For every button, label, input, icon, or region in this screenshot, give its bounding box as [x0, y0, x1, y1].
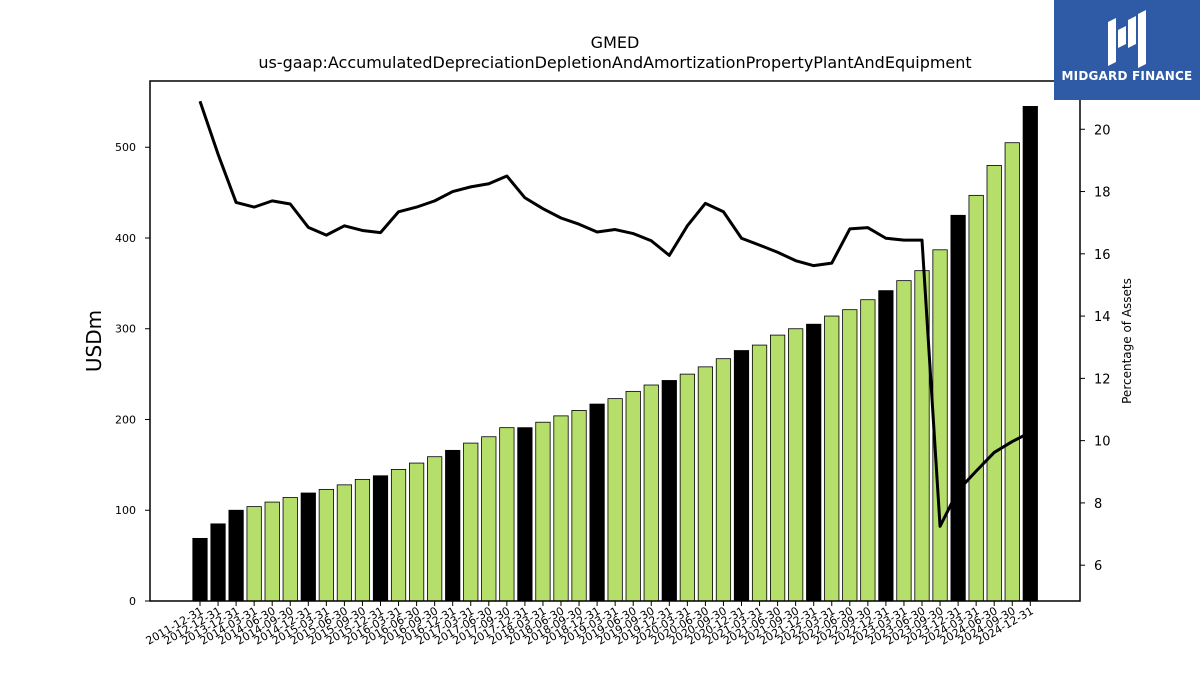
bar-2014-12-31 [300, 492, 316, 602]
y-tick-label: 500 [115, 141, 136, 154]
y2-tick-label: 18 [1094, 186, 1111, 201]
bar-2019-03-31 [607, 398, 623, 602]
y-tick-label: 0 [129, 595, 136, 608]
bar-2014-06-30 [264, 501, 280, 602]
bar-2017-03-31 [463, 442, 479, 602]
bar-2016-12-31 [445, 449, 461, 602]
bar-2014-09-30 [282, 497, 298, 602]
bar-2024-06-30 [986, 164, 1002, 602]
bar-2021-12-31 [806, 323, 822, 602]
y-axis-label: USDm [82, 310, 106, 372]
y-tick-label: 300 [115, 323, 136, 336]
y2-tick-label: 12 [1094, 372, 1111, 387]
y2-tick-label: 16 [1094, 248, 1111, 263]
bar-2012-12-31 [210, 523, 226, 602]
bar-2015-09-30 [354, 478, 371, 602]
bar-2024-09-30 [1004, 142, 1020, 602]
bar-2022-03-31 [824, 315, 840, 602]
bar-2015-03-31 [318, 488, 334, 602]
bar-2013-12-31 [228, 509, 244, 602]
bar-2024-12-31 [1022, 106, 1038, 602]
bar-2020-12-31 [733, 350, 750, 602]
bar-2019-09-30 [643, 384, 659, 602]
y2-axis-label: Percentage of Assets [1120, 278, 1134, 404]
bar-2024-03-31 [968, 194, 984, 602]
bar-2017-12-31 [517, 427, 533, 602]
logo-name: MIDGARD FINANCE [1061, 69, 1193, 83]
chart-subtitle: us-gaap:AccumulatedDepreciationDepletion… [258, 53, 971, 72]
bar-2021-06-30 [770, 334, 786, 602]
chart-title: GMED [591, 33, 640, 52]
y2-tick-label: 10 [1094, 435, 1111, 450]
bar-2018-12-31 [589, 403, 605, 602]
bar-2022-06-30 [842, 309, 858, 602]
bar-2018-09-30 [571, 410, 587, 602]
bar-2021-09-30 [788, 328, 804, 602]
percentage-line [198, 100, 1031, 528]
y-tick-label: 200 [115, 413, 136, 426]
brand-logo: MIDGARD FINANCE [1054, 0, 1200, 100]
bar-2020-06-30 [697, 366, 714, 602]
y2-tick-label: 8 [1094, 497, 1102, 512]
bar-2020-03-31 [679, 373, 695, 602]
bar-2018-03-31 [535, 421, 551, 602]
bar-2023-12-31 [950, 214, 966, 602]
y-tick-label: 100 [115, 504, 136, 517]
bar-2023-03-31 [896, 280, 912, 602]
bar-2018-06-30 [553, 415, 569, 602]
y-tick-label: 400 [115, 232, 136, 245]
bar-2020-09-30 [715, 358, 732, 602]
bar-2016-06-30 [408, 462, 425, 602]
bar-2021-03-31 [751, 344, 768, 602]
bar-2022-09-30 [860, 299, 876, 602]
y2-tick-label: 14 [1094, 310, 1111, 325]
bar-2015-12-31 [372, 475, 389, 602]
bar-2014-03-31 [246, 506, 262, 602]
bar-2019-12-31 [661, 380, 677, 602]
y2-tick-label: 20 [1094, 123, 1111, 138]
bar-2022-12-31 [878, 290, 894, 602]
bar-2015-06-30 [336, 484, 353, 602]
logo-mark-icon [1108, 10, 1146, 68]
bar-2011-12-31 [192, 537, 208, 602]
bar-2016-03-31 [390, 469, 407, 602]
bar-2017-09-30 [499, 427, 515, 602]
bar-2017-06-30 [481, 436, 497, 602]
bar-2016-09-30 [427, 456, 443, 602]
bar-2019-06-30 [625, 390, 641, 602]
y2-tick-label: 6 [1094, 559, 1102, 574]
